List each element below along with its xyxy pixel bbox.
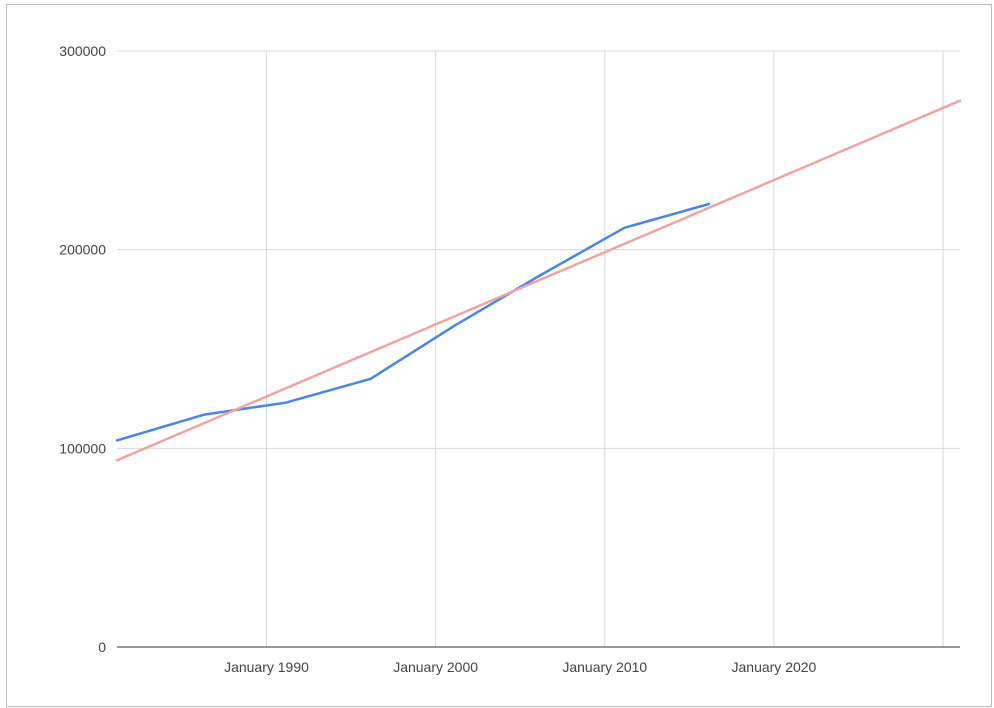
y-tick-label: 300000 [59,43,106,59]
x-tick-label: January 2010 [562,659,647,675]
x-tick-label: January 2000 [393,659,478,675]
gridlines [117,50,960,647]
line-chart: 0 100000 200000 300000 January 1990 January 2… [59,43,962,675]
x-tick-label: January 1990 [224,659,309,675]
chart-frame: 0 100000 200000 300000 January 1990 January 2… [6,4,992,707]
y-tick-label: 100000 [59,440,106,456]
y-tick-label: 0 [98,639,106,655]
trendline [115,99,962,462]
series-lines [115,99,962,462]
tick-labels: 0 100000 200000 300000 January 1990 January 2… [59,43,816,675]
data-series-line [115,202,711,442]
y-tick-label: 200000 [59,242,106,258]
x-tick-label: January 2020 [732,659,817,675]
